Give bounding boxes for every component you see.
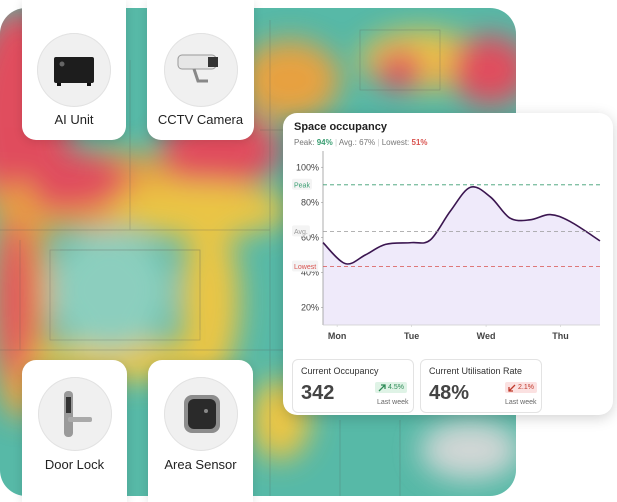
reference-label: Avg.: [294, 229, 308, 236]
reference-label-bg: [292, 225, 310, 237]
door-lock-icon: [63, 391, 92, 437]
device-label: AI Unit: [54, 112, 94, 127]
device-icon: [163, 377, 238, 451]
x-tick-label: Tue: [404, 331, 419, 341]
stat-value: 48%: [429, 382, 470, 404]
stat-label: Current Occupancy: [301, 366, 379, 376]
reference-label-bg: [292, 260, 319, 272]
y-tick-label: 20%: [301, 302, 319, 312]
y-tick-label: 40%: [301, 267, 319, 277]
stat-change-text: 2.1%: [518, 384, 534, 391]
x-tick-label: Mon: [328, 331, 347, 341]
y-tick-label: 100%: [296, 162, 319, 172]
device-label: Area Sensor: [164, 457, 237, 472]
stat-change: 4.5%: [375, 382, 407, 393]
device-label: Door Lock: [44, 457, 105, 472]
device-icon: [163, 33, 238, 107]
device-card: AI Unit: [22, 0, 126, 140]
y-tick-label: 60%: [301, 232, 319, 242]
device-card: CCTV Camera: [147, 0, 254, 140]
summary-value: 94%: [316, 138, 333, 147]
arrow-icon: [508, 384, 516, 392]
cctv-icon: [177, 54, 218, 83]
summary-label: Lowest:: [381, 138, 410, 147]
occupancy-panel: Space occupancy Peak: 94% | Avg.: 67% | …: [283, 113, 613, 415]
occupancy-chart: 20% 40% 60% 80% 100% Mon Tue Wed Thu Peak Avg. Lowe…: [292, 151, 601, 341]
x-tick-label: Wed: [477, 331, 496, 341]
reference-label: Peak: [294, 182, 310, 189]
device-icon: [37, 33, 111, 107]
summary-value: 51%: [411, 138, 428, 147]
stat-card: Current Occupancy 342 4.5% Last week: [292, 359, 414, 413]
panel-title: Space occupancy: [294, 121, 387, 133]
summary-label: Avg.:: [338, 138, 357, 147]
stat-card: Current Utilisation Rate 48% 2.1% Last w…: [420, 359, 542, 413]
stat-change-text: 4.5%: [388, 384, 404, 391]
y-tick-label: 80%: [301, 197, 319, 207]
stat-note: Last week: [505, 399, 537, 406]
line: [322, 185, 601, 265]
x-tick-label: Thu: [552, 331, 569, 341]
summary-value: 67%: [359, 138, 376, 147]
stat-value: 342: [301, 382, 335, 404]
reference-label: Lowest: [294, 264, 316, 271]
panel-summary: Peak: 94% | Avg.: 67% | Lowest: 51%: [294, 138, 428, 147]
device-card: Area Sensor: [148, 360, 253, 502]
stat-note: Last week: [377, 399, 409, 406]
stat-change: 2.1%: [505, 382, 537, 393]
arrow-icon: [378, 384, 386, 392]
summary-label: Peak:: [294, 138, 315, 147]
reference-label-bg: [292, 178, 312, 190]
ai-unit-icon: [54, 57, 94, 86]
device-label: CCTV Camera: [157, 112, 244, 127]
area-sensor-icon: [183, 395, 220, 433]
stat-label: Current Utilisation Rate: [429, 366, 523, 376]
line-area: [323, 186, 600, 325]
device-icon: [37, 377, 112, 451]
device-card: Door Lock: [22, 360, 127, 502]
